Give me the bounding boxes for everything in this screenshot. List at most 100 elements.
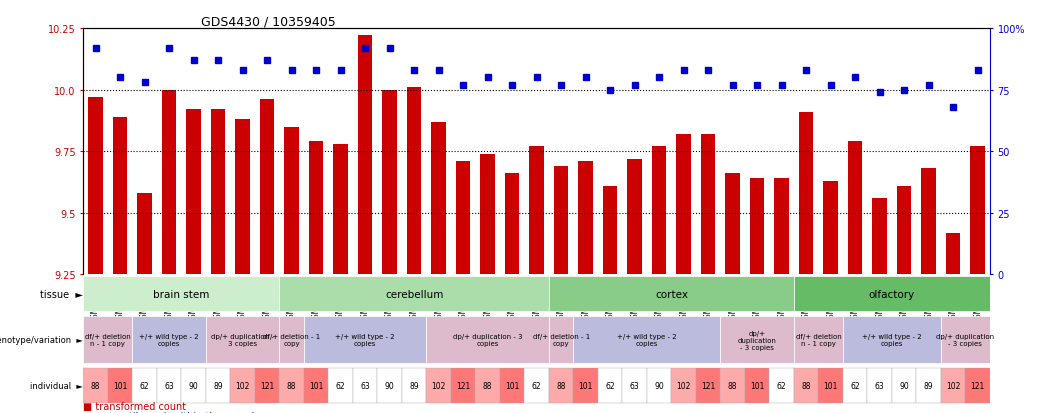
Text: 88: 88 [801,381,811,390]
FancyBboxPatch shape [549,277,794,311]
FancyBboxPatch shape [794,368,818,403]
FancyBboxPatch shape [402,368,426,403]
Text: 121: 121 [970,381,985,390]
Bar [750,179,765,275]
Bar [553,166,569,275]
Bar [504,174,520,275]
Bar [652,147,667,275]
FancyBboxPatch shape [941,316,990,363]
Text: +/+ wild type - 2
copies: +/+ wild type - 2 copies [617,333,676,346]
Bar [187,110,201,275]
Text: df/+ deletion - 1
copy: df/+ deletion - 1 copy [532,333,590,346]
FancyBboxPatch shape [720,368,745,403]
Bar [113,117,127,275]
Text: 63: 63 [875,381,885,390]
FancyBboxPatch shape [794,277,990,311]
FancyBboxPatch shape [647,368,671,403]
FancyBboxPatch shape [696,368,720,403]
Bar [406,88,421,275]
FancyBboxPatch shape [549,316,573,363]
Bar [578,161,593,275]
Bar [357,36,372,275]
FancyBboxPatch shape [304,316,426,363]
Text: 102: 102 [946,381,961,390]
FancyBboxPatch shape [916,368,941,403]
Text: 102: 102 [235,381,250,390]
FancyBboxPatch shape [573,316,720,363]
Text: 62: 62 [531,381,542,390]
FancyBboxPatch shape [941,368,965,403]
Bar [725,174,740,275]
Text: 88: 88 [728,381,738,390]
Text: ■ percentile rank within the sample: ■ percentile rank within the sample [83,411,260,413]
Text: df/+ deletion
n - 1 copy: df/+ deletion n - 1 copy [795,333,841,346]
FancyBboxPatch shape [475,368,500,403]
Text: dp/+ duplication - 3
copies: dp/+ duplication - 3 copies [453,333,522,346]
Text: 89: 89 [924,381,934,390]
FancyBboxPatch shape [206,316,279,363]
Text: 102: 102 [676,381,691,390]
Text: genotype/variation  ►: genotype/variation ► [0,335,83,344]
FancyBboxPatch shape [671,368,696,403]
Text: 88: 88 [482,381,493,390]
Text: dp/+ duplication
- 3 copies: dp/+ duplication - 3 copies [937,333,994,346]
Text: 121: 121 [456,381,470,390]
Text: 63: 63 [361,381,370,390]
FancyBboxPatch shape [720,316,794,363]
Text: +/+ wild type - 2
copies: +/+ wild type - 2 copies [862,333,922,346]
FancyBboxPatch shape [451,368,475,403]
Text: 88: 88 [556,381,566,390]
Text: df/+ deletion
n - 1 copy: df/+ deletion n - 1 copy [85,333,130,346]
Bar [946,233,961,275]
FancyBboxPatch shape [573,368,598,403]
Bar [333,145,348,275]
Text: GDS4430 / 10359405: GDS4430 / 10359405 [201,16,336,29]
FancyBboxPatch shape [794,316,843,363]
Bar [872,199,887,275]
Bar [921,169,936,275]
Text: 90: 90 [899,381,909,390]
Text: dp/+
duplication
- 3 copies: dp/+ duplication - 3 copies [738,330,776,350]
Bar [676,135,691,275]
Text: olfactory: olfactory [869,289,915,299]
Text: 62: 62 [336,381,346,390]
FancyBboxPatch shape [279,277,549,311]
FancyBboxPatch shape [328,368,353,403]
FancyBboxPatch shape [843,368,867,403]
Text: 88: 88 [91,381,100,390]
Text: 101: 101 [823,381,838,390]
FancyBboxPatch shape [818,368,843,403]
Bar [235,120,250,275]
Text: ■ transformed count: ■ transformed count [83,401,187,411]
Text: cortex: cortex [654,289,688,299]
Bar [284,127,299,275]
Bar [823,181,838,275]
FancyBboxPatch shape [206,368,230,403]
FancyBboxPatch shape [867,368,892,403]
Text: 121: 121 [260,381,274,390]
Bar [774,179,789,275]
FancyBboxPatch shape [230,368,255,403]
Bar [308,142,323,275]
FancyBboxPatch shape [83,316,132,363]
Text: 90: 90 [189,381,198,390]
Text: brain stem: brain stem [153,289,209,299]
Text: df/+ deletion - 1
copy: df/+ deletion - 1 copy [263,333,320,346]
Text: 101: 101 [750,381,765,390]
FancyBboxPatch shape [353,368,377,403]
Bar [431,122,446,275]
FancyBboxPatch shape [83,368,108,403]
Text: individual  ►: individual ► [30,381,83,390]
Bar [627,159,642,275]
Text: 89: 89 [410,381,419,390]
Bar [799,112,814,275]
Text: 90: 90 [384,381,395,390]
FancyBboxPatch shape [279,316,304,363]
FancyBboxPatch shape [769,368,794,403]
Bar [897,186,912,275]
FancyBboxPatch shape [255,368,279,403]
Bar [455,161,471,275]
Bar [162,90,176,275]
Bar [382,90,397,275]
FancyBboxPatch shape [304,368,328,403]
